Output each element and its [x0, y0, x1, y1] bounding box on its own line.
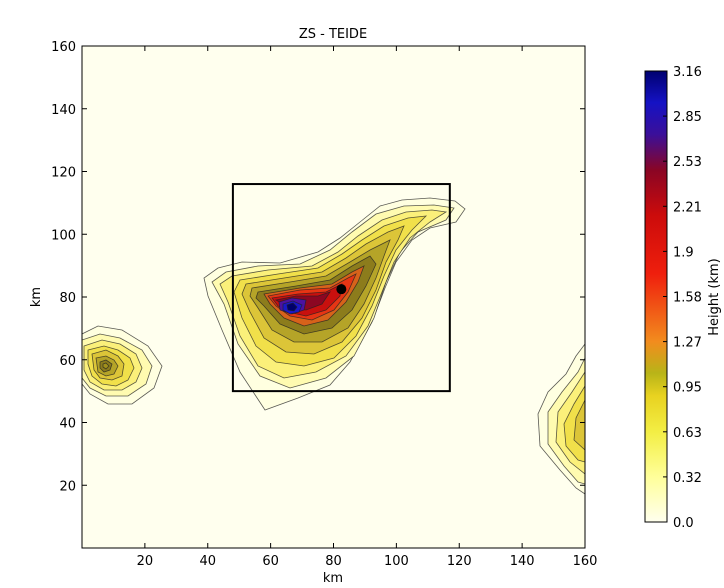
y-tick-label: 20: [59, 479, 76, 494]
x-tick-label: 160: [573, 554, 598, 569]
location-marker: [336, 284, 347, 295]
colorbar-tick-label: 1.27: [673, 336, 702, 351]
colorbar-tick-label: 2.21: [673, 200, 702, 215]
colorbar-tick-label: 3.16: [673, 65, 702, 80]
colorbar-tick-label: 2.85: [673, 110, 702, 125]
island-la-gomera: [82, 325, 163, 405]
y-tick-label: 100: [51, 228, 76, 243]
colorbar-label: Height (km): [707, 258, 722, 335]
colorbar-tick-label: 1.9: [673, 245, 694, 260]
y-tick-label: 160: [51, 40, 76, 55]
x-tick-label: 120: [447, 554, 472, 569]
colorbar-tick-label: 1.58: [673, 291, 702, 306]
x-tick-label: 40: [199, 554, 216, 569]
colorbar-ticks: 0.0 0.32 0.63 0.95 1.27 1.58 1.9 2.21 2.53 2.85 3.…: [663, 65, 702, 531]
y-axis-label: km: [29, 287, 44, 307]
x-tick-label: 60: [262, 554, 279, 569]
colorbar-tick-label: 0.95: [673, 381, 702, 396]
domain-box: [231, 183, 451, 393]
x-tick-label: 100: [384, 554, 409, 569]
y-tick-label: 40: [59, 417, 76, 432]
y-tick-label: 60: [59, 354, 76, 369]
y-tick-label: 80: [59, 291, 76, 306]
colorbar-tick-label: 2.53: [673, 155, 702, 170]
colorbar-tick-label: 0.0: [673, 516, 694, 531]
colorbar-tick-label: 0.63: [673, 426, 702, 441]
x-axis: 20 40 60 80 100 120 140 160: [137, 46, 598, 569]
y-axis: 20 40 60 80 100 120 140 160: [51, 40, 585, 494]
x-tick-label: 140: [510, 554, 535, 569]
colorbar-tick-label: 0.32: [673, 471, 702, 486]
contour-layer: [82, 197, 585, 495]
y-tick-label: 140: [51, 103, 76, 118]
chart-title: ZS - TEIDE: [299, 27, 367, 42]
island-tenerife: [203, 197, 466, 411]
y-tick-label: 120: [51, 166, 76, 181]
x-axis-label: km: [323, 571, 343, 586]
x-tick-label: 20: [137, 554, 154, 569]
x-tick-label: 80: [325, 554, 342, 569]
island-gran-canaria: [537, 343, 585, 495]
